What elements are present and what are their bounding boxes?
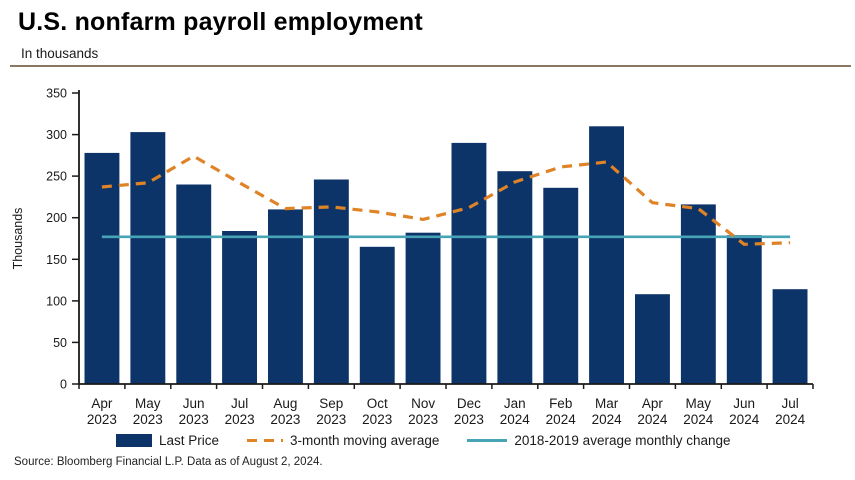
x-label-month: Jul [781, 396, 798, 411]
y-tick-label: 150 [46, 253, 67, 267]
x-label-year: 2024 [592, 412, 623, 427]
bar-dec-2023 [451, 142, 487, 384]
y-axis-title: Thousands [11, 208, 25, 270]
x-label-year: 2023 [133, 412, 163, 427]
y-tick-label: 200 [46, 211, 67, 225]
chart-legend: Last Price 3-month moving average 2018-2… [116, 433, 731, 448]
x-label-year: 2024 [729, 412, 760, 427]
x-label-year: 2024 [775, 412, 806, 427]
bar-mar-2024 [589, 126, 624, 385]
page-title: U.S. nonfarm payroll employment [18, 8, 423, 36]
x-label-month: Jul [231, 396, 248, 411]
x-label-year: 2024 [500, 412, 531, 427]
source-note: Source: Bloomberg Financial L.P. Data as… [14, 456, 323, 468]
x-label-year: 2023 [87, 412, 117, 427]
bar-jul-2024 [772, 289, 808, 384]
x-label-month: Jun [183, 396, 205, 411]
x-label-year: 2023 [408, 412, 438, 427]
bar-jul-2023 [222, 231, 257, 384]
x-label-year: 2023 [270, 412, 300, 427]
payroll-bar-chart: 050100150200250300350Apr2023May2023Jun20… [11, 87, 814, 427]
x-label-month: Aug [273, 396, 297, 411]
x-label-month: Jun [733, 396, 755, 411]
y-tick-label: 300 [46, 128, 67, 142]
x-label-year: 2023 [362, 412, 392, 427]
legend-item-last-price: Last Price [116, 433, 219, 448]
x-label-month: May [135, 396, 161, 411]
x-label-year: 2023 [179, 412, 209, 427]
header-divider [10, 65, 851, 67]
x-label-month: Mar [595, 396, 619, 411]
bar-feb-2024 [543, 187, 579, 384]
legend-item-moving-average: 3-month moving average [247, 433, 439, 448]
bar-may-2024 [680, 204, 716, 384]
solid-line-swatch-icon [467, 439, 508, 442]
bar-jun-2024 [726, 235, 762, 384]
dashed-line-swatch-icon [247, 438, 284, 443]
x-label-month: Sep [319, 396, 343, 411]
bar-jan-2024 [497, 171, 533, 384]
x-label-month: Jan [504, 396, 526, 411]
legend-item-average-change: 2018-2019 average monthly change [467, 433, 731, 448]
bar-oct-2023 [359, 246, 395, 384]
moving-average-line [101, 154, 791, 246]
x-label-month: Feb [549, 396, 572, 411]
bar-apr-2023 [84, 152, 120, 384]
x-label-month: Dec [457, 396, 481, 411]
bar-sep-2023 [313, 179, 349, 384]
bar-may-2023 [130, 132, 166, 384]
y-tick-label: 350 [46, 87, 67, 101]
x-label-month: Apr [642, 396, 664, 411]
y-tick-label: 250 [46, 170, 67, 184]
legend-label: Last Price [159, 433, 220, 448]
bar-aug-2023 [268, 209, 303, 384]
x-label-year: 2024 [546, 412, 577, 427]
bar-swatch-icon [116, 434, 152, 447]
x-label-year: 2023 [454, 412, 484, 427]
x-label-year: 2024 [683, 412, 714, 427]
y-tick-label: 0 [60, 378, 67, 392]
x-label-year: 2024 [637, 412, 668, 427]
bar-jun-2023 [176, 184, 212, 384]
bar-apr-2024 [635, 294, 670, 384]
y-tick-label: 50 [53, 336, 67, 350]
y-tick-label: 100 [46, 294, 67, 308]
legend-label: 3-month moving average [290, 433, 440, 448]
page-subtitle: In thousands [21, 46, 99, 61]
x-label-year: 2023 [225, 412, 255, 427]
x-label-year: 2023 [316, 412, 346, 427]
legend-label: 2018-2019 average monthly change [514, 433, 731, 448]
x-label-month: Oct [367, 396, 388, 411]
bar-nov-2023 [405, 232, 441, 384]
x-label-month: May [686, 396, 712, 411]
x-label-month: Nov [411, 396, 435, 411]
x-label-month: Apr [91, 396, 113, 411]
